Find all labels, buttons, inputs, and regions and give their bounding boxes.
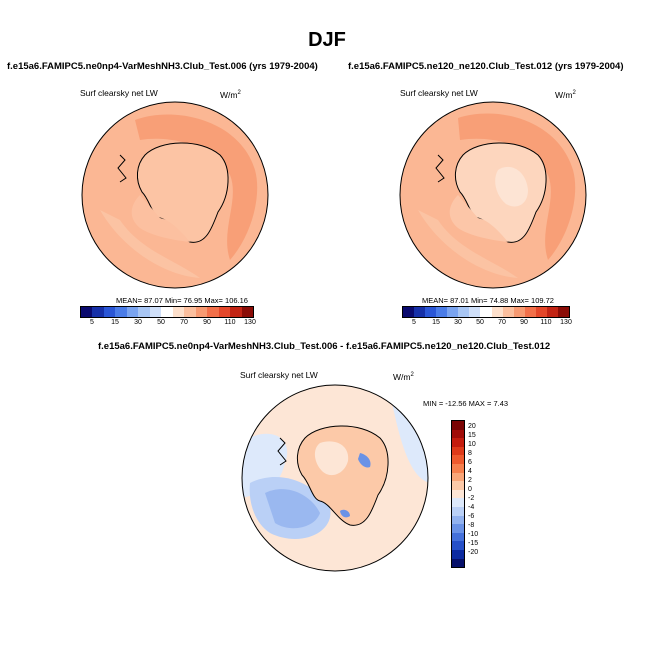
diff-variable-label: Surf clearsky net LW [240, 370, 318, 380]
diff-tick-neg20: -20 [468, 549, 479, 556]
right-tick-70: 70 [498, 319, 506, 326]
left-panel-title: f.e15a6.FAMIPC5.ne0np4-VarMeshNH3.Club_T… [7, 61, 318, 72]
left-units-label: W/m2 [220, 90, 241, 100]
diff-tick-neg4: -4 [468, 504, 475, 511]
left-tick-15: 15 [111, 319, 119, 326]
left-tick-50: 50 [157, 319, 165, 326]
diff-tick-neg10: -10 [468, 531, 479, 538]
diff-tick-neg6: -6 [468, 513, 475, 520]
diff-stats: MIN = -12.56 MAX = 7.43 [423, 399, 509, 408]
right-tick-5: 5 [412, 319, 416, 326]
diff-tick-neg15: -15 [468, 540, 479, 547]
right-variable-label: Surf clearsky net LW [400, 88, 478, 98]
diff-units-label: W/m2 [393, 372, 414, 382]
right-tick-30: 30 [454, 319, 462, 326]
page-title: DJF [308, 29, 346, 51]
right-tick-110: 110 [540, 319, 552, 326]
right-colorbar [402, 306, 570, 318]
right-polar-map [399, 101, 587, 289]
right-tick-15: 15 [432, 319, 440, 326]
diff-tick-0: 0 [468, 486, 472, 493]
diff-tick-20: 20 [468, 423, 476, 430]
diff-colorbar [451, 420, 465, 568]
diff-tick-4: 4 [468, 468, 472, 475]
right-tick-130: 130 [560, 319, 572, 326]
left-tick-70: 70 [180, 319, 188, 326]
diff-tick-15: 15 [468, 432, 476, 439]
right-tick-50: 50 [476, 319, 484, 326]
left-tick-5: 5 [90, 319, 94, 326]
diff-tick-6: 6 [468, 459, 472, 466]
left-polar-map [81, 101, 269, 289]
right-units-label: W/m2 [555, 90, 576, 100]
diff-panel-title: f.e15a6.FAMIPC5.ne0np4-VarMeshNH3.Club_T… [98, 341, 551, 352]
left-tick-130: 130 [244, 319, 256, 326]
right-stats: MEAN= 87.01 Min= 74.88 Max= 109.72 [422, 296, 554, 305]
diff-polar-map [241, 384, 429, 572]
left-variable-label: Surf clearsky net LW [80, 88, 158, 98]
left-colorbar [80, 306, 254, 318]
left-stats: MEAN= 87.07 Min= 76.95 Max= 106.16 [116, 296, 248, 305]
right-panel-title: f.e15a6.FAMIPC5.ne120_ne120.Club_Test.01… [348, 61, 624, 72]
left-tick-110: 110 [224, 319, 236, 326]
right-tick-90: 90 [520, 319, 528, 326]
diff-tick-2: 2 [468, 477, 472, 484]
left-tick-90: 90 [203, 319, 211, 326]
diff-tick-neg8: -8 [468, 522, 475, 529]
diff-tick-neg2: -2 [468, 495, 475, 502]
diff-tick-8: 8 [468, 450, 472, 457]
diff-tick-10: 10 [468, 441, 476, 448]
left-tick-30: 30 [134, 319, 142, 326]
